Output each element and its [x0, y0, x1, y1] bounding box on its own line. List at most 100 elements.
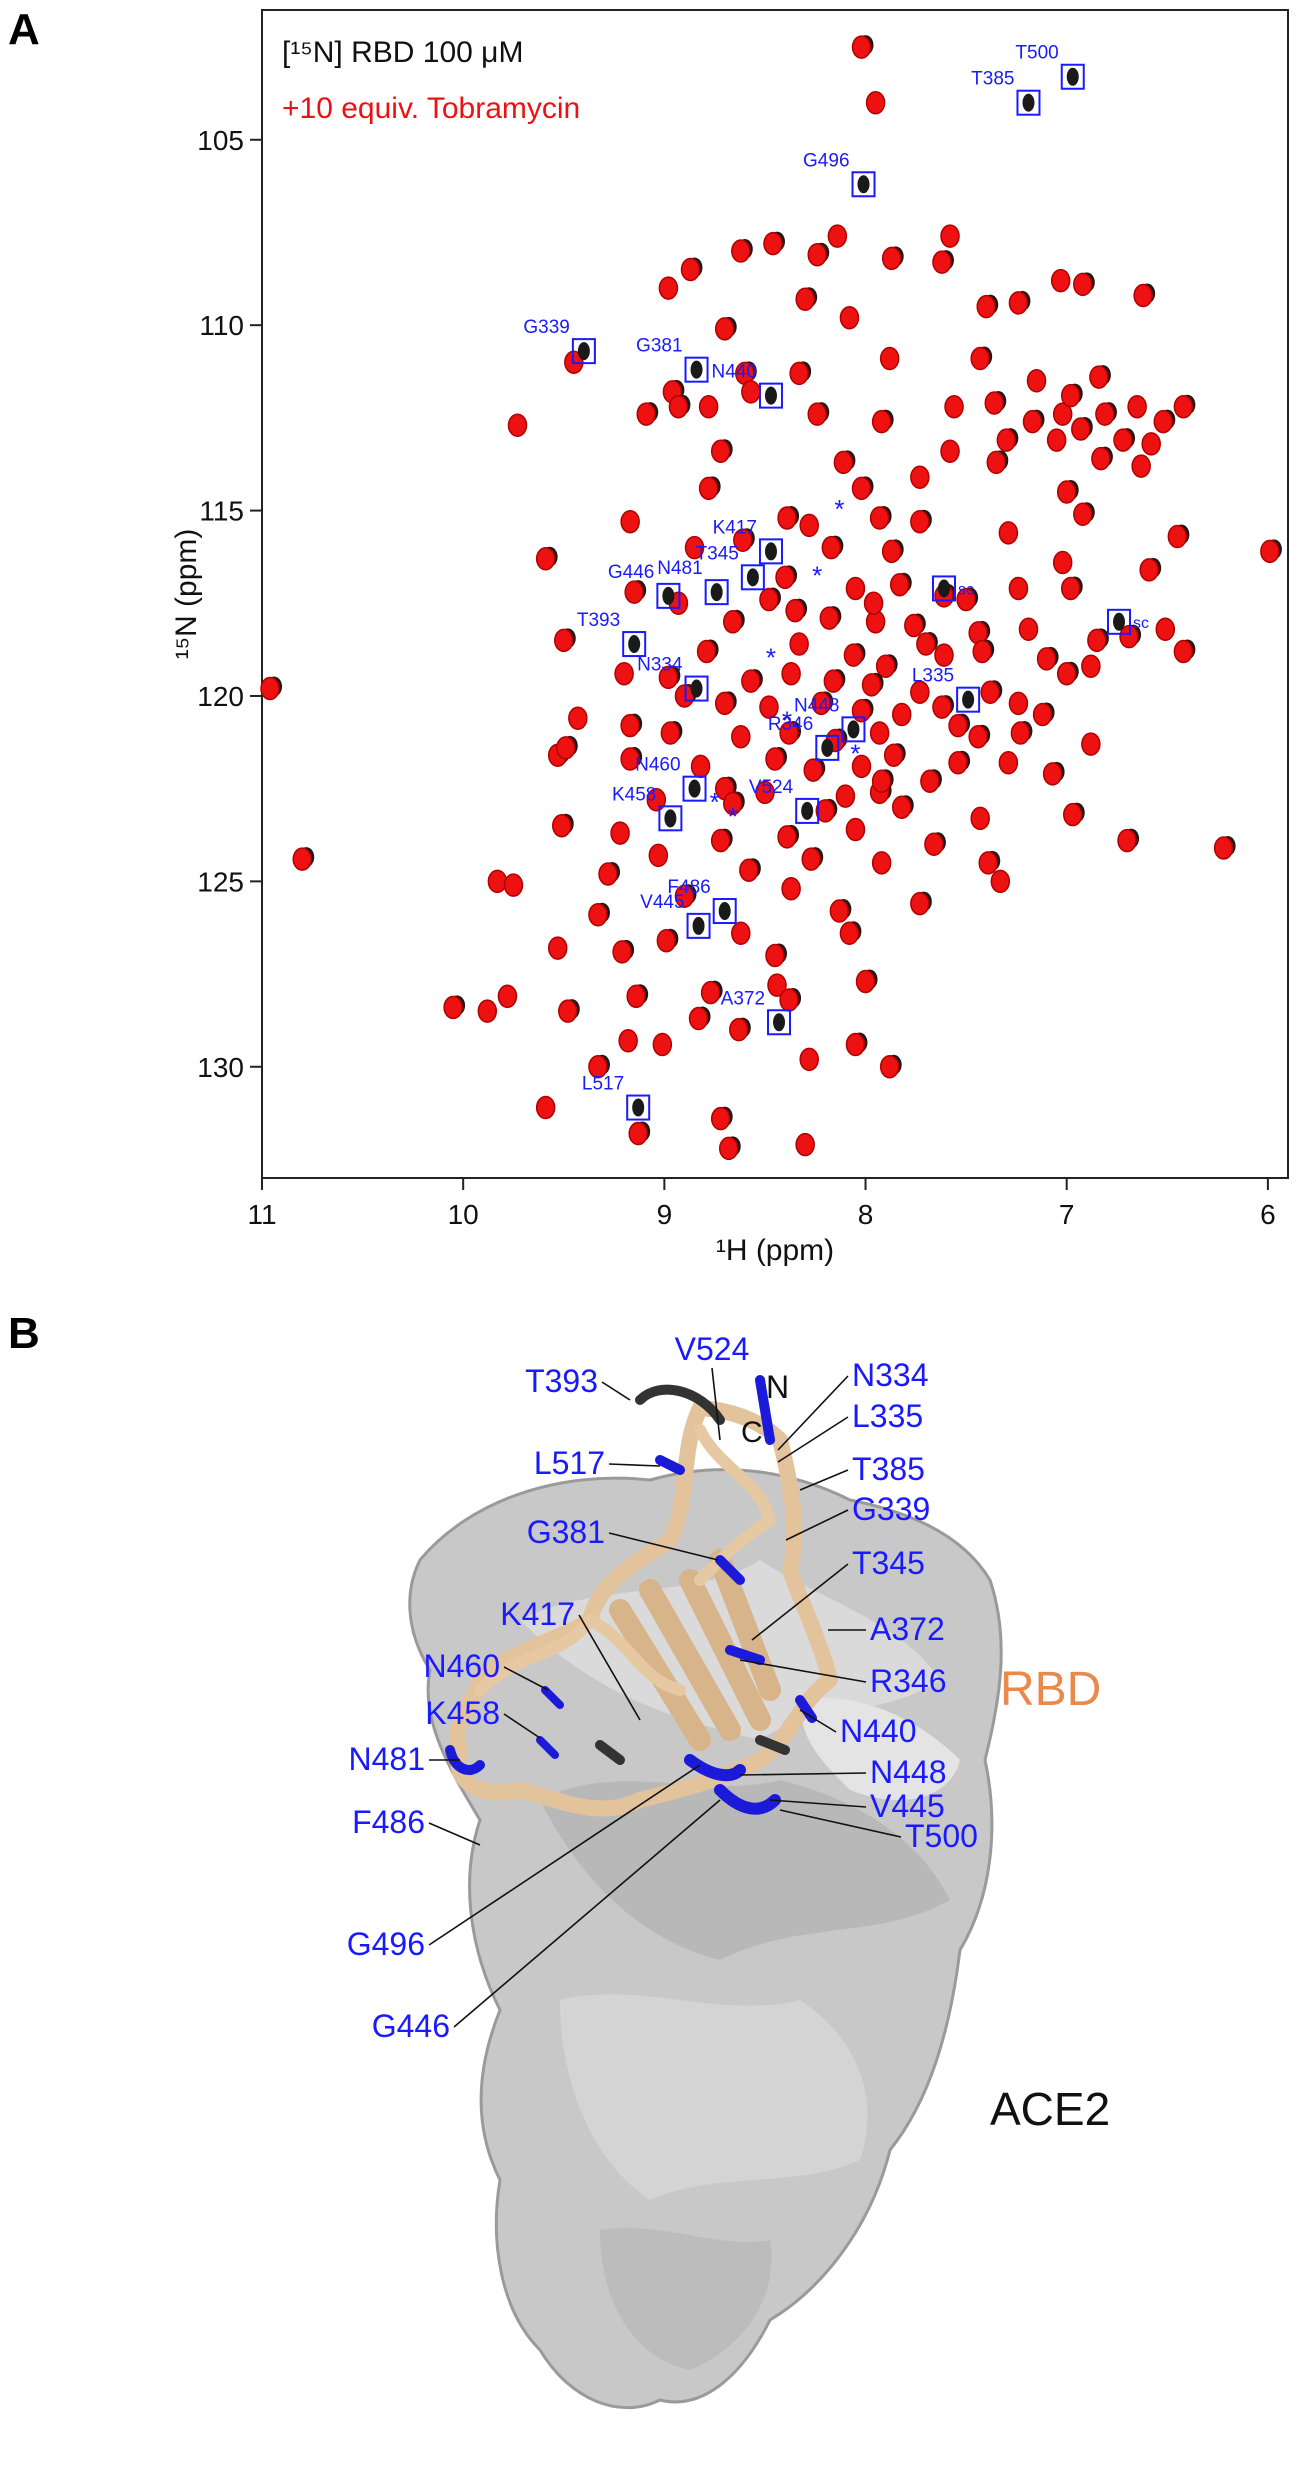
tobramycin-peak [658, 276, 679, 300]
tobramycin-peak [700, 980, 721, 1005]
tobramycin-peak [869, 506, 890, 530]
tobramycin-peak [845, 817, 866, 842]
assignment-box [712, 898, 737, 925]
y-axis-label: ¹⁵N (ppm) [170, 529, 203, 660]
x-tick-label: 10 [448, 1199, 479, 1230]
tobramycin-peak [759, 695, 779, 719]
annotation-asterisk: * [766, 642, 776, 672]
residue-annotation: T385 [971, 69, 1014, 90]
residue-label: K417 [500, 1596, 575, 1632]
tobramycin-peak [610, 821, 630, 845]
leader-line [578, 1614, 641, 1721]
tobramycin-peak [789, 361, 809, 386]
tobramycin-peak [1091, 446, 1111, 471]
assigned-peak [801, 801, 814, 820]
tobramycin-peak [658, 665, 679, 690]
residue-annotation: L335 [912, 666, 954, 687]
tobramycin-peak [845, 576, 866, 601]
leader-line [739, 1772, 867, 1776]
tobramycin-peak [976, 294, 996, 319]
assigned-peak [688, 779, 701, 798]
assignment-box [704, 579, 729, 606]
tobramycin-peak [1141, 432, 1161, 456]
tobramycin-peak [1022, 409, 1043, 434]
residue-label: T385 [852, 1451, 925, 1487]
tobramycin-peak [934, 643, 954, 667]
assigned-peak [710, 583, 723, 602]
tobramycin-peak [1008, 691, 1029, 716]
assignment-box [1016, 89, 1041, 116]
tobramycin-peak [924, 832, 944, 857]
x-tick-label: 8 [858, 1199, 874, 1230]
annotation-asterisk: * [812, 561, 822, 591]
residue-annotation: K458 [612, 784, 656, 805]
tobramycin-peak [932, 250, 952, 274]
leader-line [711, 1367, 721, 1441]
tobramycin-peak [1089, 365, 1109, 389]
tobramycin-peak [851, 699, 872, 723]
tobramycin-peak [970, 806, 990, 831]
tobramycin-peak [696, 639, 717, 664]
tobramycin-peak [503, 873, 524, 897]
tobramycin-peak [970, 346, 990, 371]
assigned-peak [773, 1013, 786, 1032]
tobramycin-peak [904, 613, 924, 638]
residue-annotation: V524 [749, 777, 794, 798]
annotation-asterisk: * [850, 739, 860, 769]
leader-line [777, 1375, 849, 1451]
y-tick-label: 110 [199, 310, 244, 341]
residue-annotation: N481 [657, 558, 702, 579]
tobramycin-peak [674, 884, 695, 908]
tobramycin-peak [723, 610, 743, 634]
residue-label: G381 [527, 1514, 605, 1550]
tobramycin-peak [487, 869, 508, 894]
tobramycin-peak [807, 402, 827, 426]
assignment-box [684, 356, 709, 383]
tobramycin-peak [972, 639, 992, 664]
tobramycin-peak [690, 754, 711, 779]
tobramycin-peak [731, 239, 751, 263]
leader-line [428, 1822, 481, 1846]
assignment-box [626, 1094, 651, 1121]
leader-line [608, 1463, 661, 1467]
assignment-box [758, 382, 783, 409]
leader-line [777, 1416, 849, 1463]
tobramycin-peak [781, 661, 801, 686]
assignment-box [815, 734, 840, 761]
axis-ticks: 11 10 9 8 7 6 105 110 115 120 125 130 [197, 125, 1275, 1230]
assignment-box [1107, 608, 1132, 635]
tobramycin-peak [956, 587, 976, 612]
tobramycin-peak [1173, 639, 1194, 664]
legend-entry-red: +10 equiv. Tobramycin [282, 92, 580, 125]
assigned-peak [847, 720, 860, 739]
tobramycin-peak [1113, 428, 1133, 452]
tobramycin-peak [568, 706, 588, 730]
tobramycin-peak [799, 513, 819, 538]
tobramycin-peak [779, 721, 799, 745]
tobramycin-peak [827, 224, 848, 248]
residue-annotation: N334 [637, 655, 683, 676]
tobramycin-peak [718, 1136, 739, 1161]
tobramycin-peak [940, 439, 960, 463]
tobramycin-peak [990, 869, 1011, 894]
tobramycin-peak [1052, 402, 1073, 426]
residue-label: N448 [870, 1754, 947, 1790]
tobramycin-peak [833, 450, 854, 475]
tobramycin-peak [944, 394, 964, 419]
tobramycin-peak [795, 1132, 815, 1157]
tobramycin-peak [996, 428, 1017, 452]
assigned-peak [577, 342, 590, 361]
tobramycin-peak [618, 1029, 638, 1053]
leader-line [799, 1469, 849, 1491]
tobramycin-peak [889, 572, 910, 597]
y-tick-label: 130 [197, 1052, 244, 1083]
tobramycin-peak [684, 535, 705, 560]
tobramycin-peak [910, 891, 930, 916]
tobramycin-peak [940, 224, 960, 248]
tobramycin-peak [1167, 524, 1188, 549]
residue-label: N440 [840, 1713, 917, 1749]
assignment-box [658, 805, 683, 832]
tobramycin-peak [789, 632, 809, 656]
tobramycin-peak [871, 409, 892, 434]
